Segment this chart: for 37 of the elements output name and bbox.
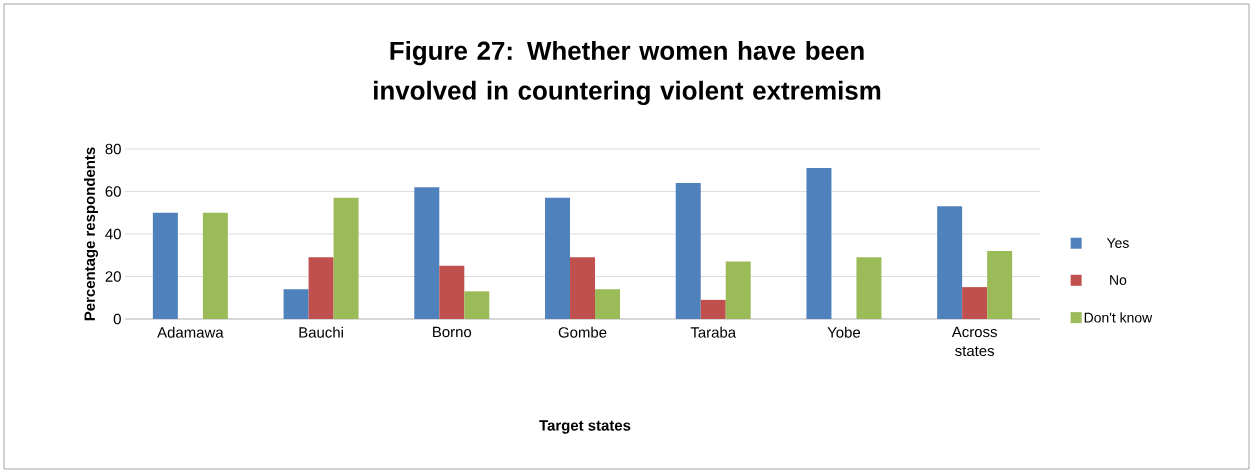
bar [725,261,751,319]
bar [308,257,334,319]
bar [987,250,1013,319]
y-tick-label: 40 [105,228,121,240]
bar [464,291,490,319]
bar [806,168,832,319]
bar [570,257,596,319]
x-tick-label: Adamawa [157,326,224,338]
legend-label: No [1110,275,1127,285]
bar [962,287,988,319]
x-tick-label: Borno [433,326,472,338]
x-tick-label: Bauchi [299,326,343,338]
bar [937,206,963,319]
x-tick-label: Gombe [558,326,607,338]
bar [202,212,228,319]
x-axis-title: Target states [539,420,631,434]
y-tick-label: 80 [105,143,121,155]
bar [856,257,882,319]
y-tick-label: 60 [105,186,121,197]
bar [595,289,621,319]
bar [545,197,571,319]
y-tick-label: 0 [113,313,121,325]
legend-label: Don't know [1084,312,1153,323]
y-tick-label: 20 [105,271,121,282]
chart-title: Figure 27: Whether women have been involved in countering violent extremism [374,40,881,106]
legend-label: Yes [1106,238,1129,248]
bar [700,299,726,319]
x-tick-label: Taraba [690,326,737,338]
y-axis-title: Percentage respondents [84,147,99,321]
x-tick-label: Yobe [827,326,861,338]
bar [675,182,701,319]
bar [283,289,309,319]
bar [152,212,178,319]
bar [333,197,359,319]
x-tick-label: Across states [951,326,997,357]
bar [414,187,440,319]
bar [439,265,465,319]
